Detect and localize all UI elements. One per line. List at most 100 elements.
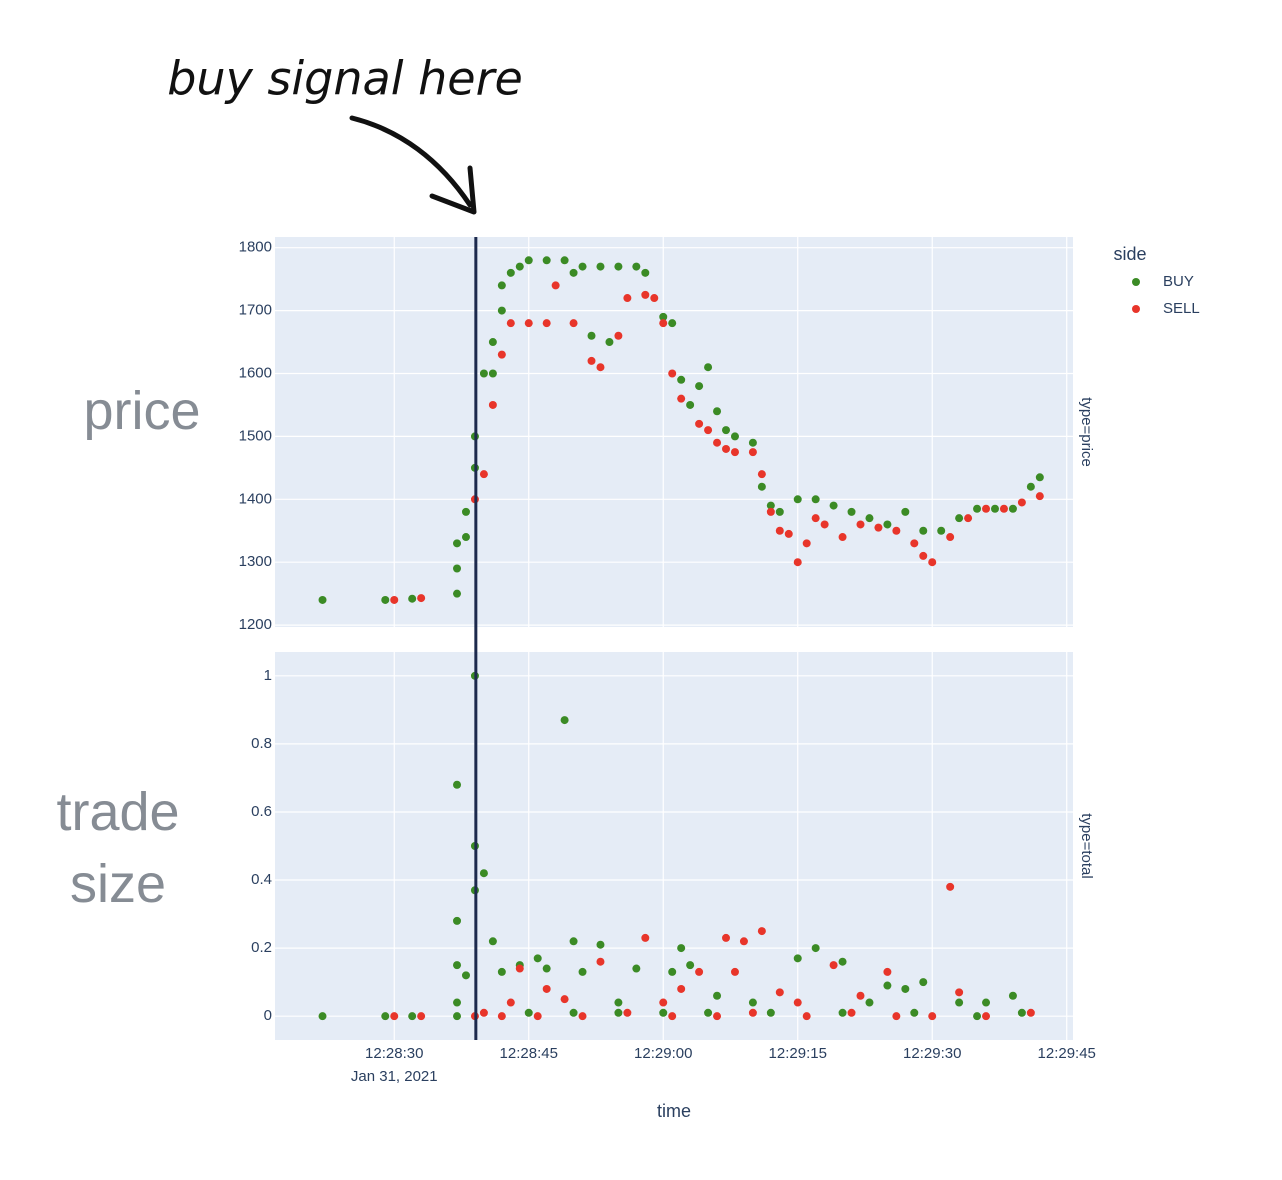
arrow-head: [429, 165, 477, 215]
point: [802, 1012, 811, 1021]
point: [596, 940, 605, 949]
point: [453, 564, 462, 573]
point: [910, 539, 919, 548]
point: [677, 944, 686, 953]
point: [704, 426, 713, 435]
point: [542, 256, 551, 265]
point: [955, 514, 964, 523]
point: [973, 504, 982, 513]
point: [569, 319, 578, 328]
point: [874, 523, 883, 532]
point: [488, 937, 497, 946]
point: [524, 319, 533, 328]
point: [686, 400, 695, 409]
point: [453, 780, 462, 789]
point: [937, 526, 946, 535]
point: [982, 504, 991, 513]
point: [596, 957, 605, 966]
arrow: [349, 115, 473, 208]
point: [587, 331, 596, 340]
point: [677, 375, 686, 384]
point: [695, 419, 704, 428]
point: [488, 400, 497, 409]
point: [578, 1012, 587, 1021]
point: [533, 1012, 542, 1021]
point: [659, 312, 668, 321]
point: [453, 589, 462, 598]
point: [614, 331, 623, 340]
point: [497, 350, 506, 359]
point: [748, 438, 757, 447]
point: [892, 526, 901, 535]
point: [1017, 498, 1026, 507]
point: [748, 448, 757, 457]
point: [901, 507, 910, 516]
point: [713, 991, 722, 1000]
point: [757, 470, 766, 479]
point: [641, 290, 650, 299]
legend-label: SELL: [1163, 300, 1200, 317]
point: [1026, 1008, 1035, 1017]
x-tick-label: 12:29:30: [903, 1045, 961, 1062]
point: [1017, 1008, 1026, 1017]
point: [417, 1012, 426, 1021]
point: [659, 1008, 668, 1017]
point: [793, 495, 802, 504]
legend-marker: [1132, 305, 1140, 313]
point: [524, 1008, 533, 1017]
point: [990, 504, 999, 513]
point: [955, 988, 964, 997]
x-tick-label: 12:28:45: [500, 1045, 558, 1062]
point: [596, 363, 605, 372]
point: [928, 558, 937, 567]
point: [919, 526, 928, 535]
point: [587, 356, 596, 365]
point: [883, 967, 892, 976]
y-tick-label: 1200: [239, 616, 272, 633]
point: [453, 539, 462, 548]
point: [919, 978, 928, 987]
point: [784, 529, 793, 538]
annotation: buy signal here: [167, 52, 523, 106]
point: [668, 967, 677, 976]
point: [390, 595, 399, 604]
point: [856, 991, 865, 1000]
point: [713, 1012, 722, 1021]
point: [515, 262, 524, 271]
point: [793, 558, 802, 567]
point: [695, 382, 704, 391]
point: [695, 967, 704, 976]
facet-label: type=total: [1078, 813, 1095, 878]
point: [964, 514, 973, 523]
point: [569, 268, 578, 277]
point: [730, 448, 739, 457]
point: [614, 1008, 623, 1017]
point: [659, 998, 668, 1007]
point: [497, 967, 506, 976]
point: [748, 1008, 757, 1017]
point: [901, 984, 910, 993]
point: [713, 438, 722, 447]
point: [811, 944, 820, 953]
point: [775, 507, 784, 516]
point: [479, 1008, 488, 1017]
point: [614, 262, 623, 271]
point: [730, 432, 739, 441]
point: [820, 520, 829, 529]
point: [829, 501, 838, 510]
point: [479, 369, 488, 378]
point: [704, 363, 713, 372]
point: [829, 961, 838, 970]
point: [757, 927, 766, 936]
point: [811, 514, 820, 523]
y-tick-label: 0.2: [251, 939, 272, 956]
point: [533, 954, 542, 963]
point: [892, 1012, 901, 1021]
y-tick-label: 1500: [239, 427, 272, 444]
point: [757, 482, 766, 491]
facet-label: type=price: [1078, 397, 1095, 467]
point: [408, 1012, 417, 1021]
side-label: trade size: [56, 782, 180, 914]
